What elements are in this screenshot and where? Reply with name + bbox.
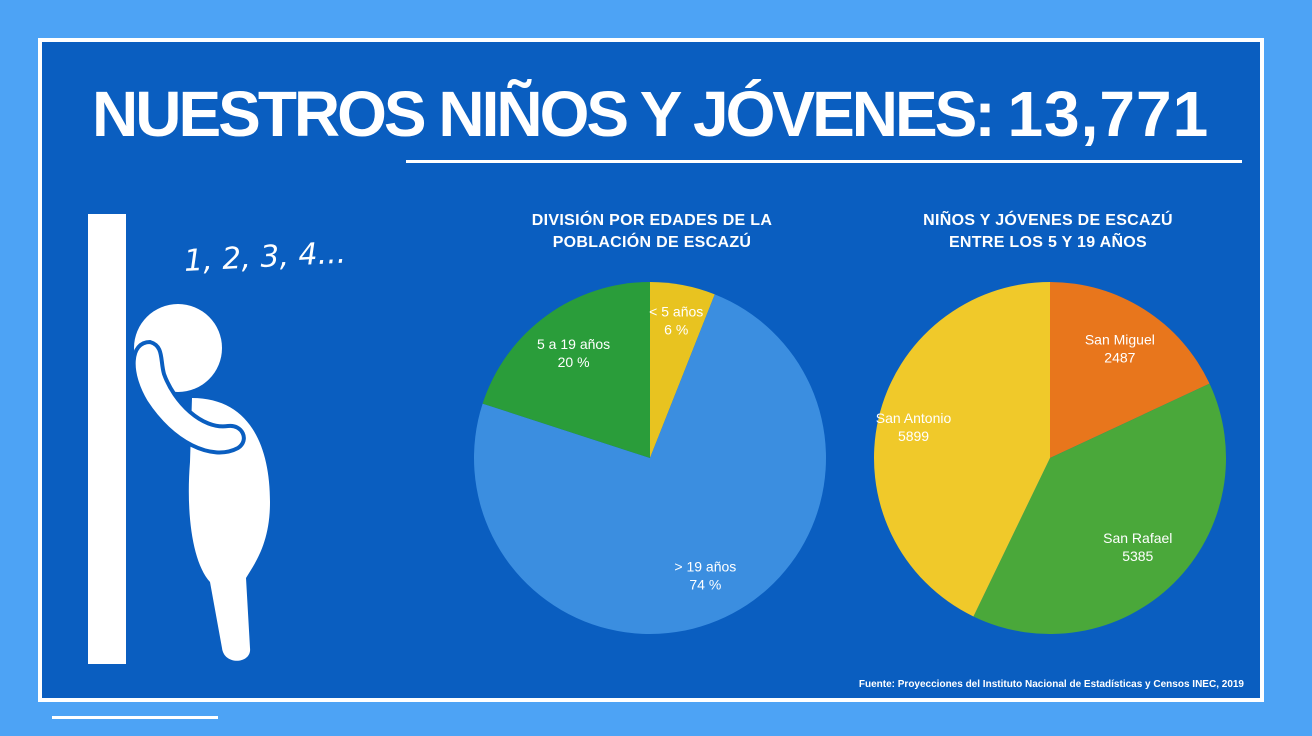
slice-label-5-a-os: < 5 años 6 %	[649, 303, 703, 337]
infographic-panel: NUESTROS NIÑOS Y JÓVENES: 13,771 1, 2, 3…	[38, 38, 1264, 702]
pie-slice-5-a-os	[650, 282, 715, 458]
slice-name-19-a-os: > 19 años	[674, 559, 736, 575]
page-title: NUESTROS NIÑOS Y JÓVENES: 13,771	[92, 82, 1209, 146]
bottom-rule	[52, 716, 218, 719]
slice-value-san-miguel: 2487	[1104, 349, 1135, 365]
slice-value-5-a-os: 6 %	[664, 321, 688, 337]
chart2-title: NIÑOS Y JÓVENES DE ESCAZÚ ENTRE LOS 5 Y …	[868, 210, 1228, 254]
chart2-title-line2: ENTRE LOS 5 Y 19 AÑOS	[948, 234, 1148, 251]
pie-slice-19-a-os	[474, 294, 826, 634]
title-number: 13,771	[1007, 78, 1210, 150]
pie-slice-san-antonio	[874, 282, 1050, 617]
slice-name-san-rafael: San Rafael	[1103, 530, 1172, 546]
slice-value-19-a-os: 74 %	[689, 577, 721, 593]
slice-label-5-a-19-a-os: 5 a 19 años 20 %	[537, 336, 610, 370]
slice-name-san-miguel: San Miguel	[1085, 331, 1155, 347]
slice-name-5-a-19-a-os: 5 a 19 años	[537, 336, 610, 352]
person-counting-illustration	[88, 214, 270, 664]
slice-value-5-a-19-a-os: 20 %	[558, 354, 590, 370]
person-body	[188, 398, 270, 661]
slice-label-19-a-os: > 19 años 74 %	[674, 559, 736, 593]
wall-pillar	[88, 214, 126, 664]
slice-name-5-a-os: < 5 años	[649, 303, 703, 319]
pie-slice-5-a-19-a-os	[482, 282, 650, 458]
chart1-title-line2: POBLACIÓN DE ESCAZÚ	[552, 234, 752, 251]
age-division-pie-chart: < 5 años 6 % > 19 años 74 % 5 a 19 años 20 %	[474, 282, 826, 634]
slice-name-san-antonio: San Antonio	[876, 410, 952, 426]
district-youth-pie-chart: San Miguel 2487 San Rafael 5385 San Antonio 5…	[874, 282, 1226, 634]
pie-slice-san-rafael	[973, 383, 1226, 634]
source-note: Fuente: Proyecciones del Instituto Nacio…	[858, 679, 1244, 690]
title-text: NUESTROS NIÑOS Y JÓVENES:	[92, 78, 996, 150]
person-arm	[131, 339, 246, 455]
pie-slice-san-miguel	[1050, 282, 1210, 458]
slice-value-san-antonio: 5899	[898, 428, 929, 444]
slice-value-san-rafael: 5385	[1122, 548, 1153, 564]
chart1-title-line1: DIVISIÓN POR EDADES DE LA	[531, 212, 773, 229]
slice-label-san-miguel: San Miguel 2487	[1085, 331, 1155, 365]
title-underline	[406, 160, 1242, 163]
slice-label-san-rafael: San Rafael 5385	[1103, 530, 1172, 564]
slice-label-san-antonio: San Antonio 5899	[876, 410, 952, 444]
chart2-title-line1: NIÑOS Y JÓVENES DE ESCAZÚ	[923, 212, 1173, 229]
chart1-title: DIVISIÓN POR EDADES DE LA POBLACIÓN DE E…	[472, 210, 832, 254]
